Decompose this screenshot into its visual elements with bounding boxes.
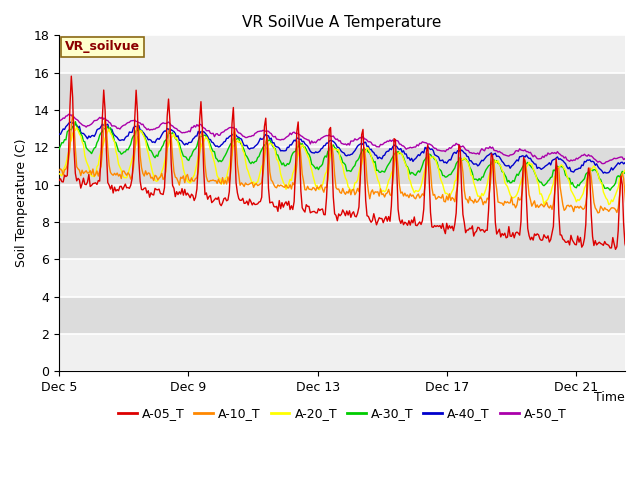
Title: VR SoilVue A Temperature: VR SoilVue A Temperature [243,15,442,30]
Bar [59,259,625,297]
Bar [59,36,625,72]
Bar [59,334,625,371]
Y-axis label: Soil Temperature (C): Soil Temperature (C) [15,139,28,267]
Bar [59,297,625,334]
Text: VR_soilvue: VR_soilvue [65,40,140,53]
Bar [59,222,625,259]
Text: Time: Time [595,391,625,404]
Bar [59,147,625,185]
Legend: A-05_T, A-10_T, A-20_T, A-30_T, A-40_T, A-50_T: A-05_T, A-10_T, A-20_T, A-30_T, A-40_T, … [113,402,572,425]
Bar [59,185,625,222]
Bar [59,72,625,110]
Bar [59,110,625,147]
